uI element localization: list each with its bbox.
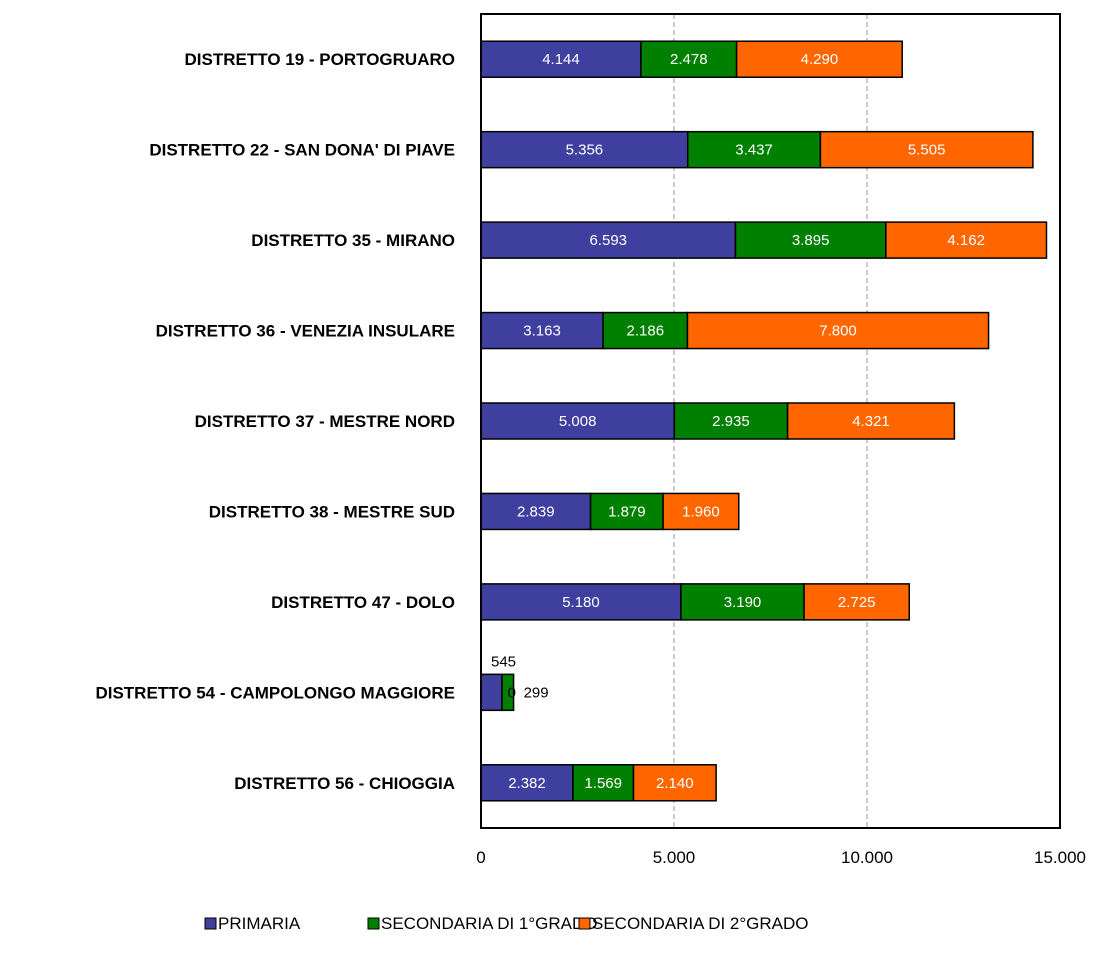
x-tick-label: 15.000	[1034, 848, 1086, 867]
bar-segment	[686, 311, 990, 350]
data-label: 3.163	[523, 323, 561, 340]
legend-swatch	[367, 917, 380, 930]
bar-segment	[501, 673, 515, 712]
data-label: 7.800	[819, 323, 857, 340]
data-label: 5.505	[908, 142, 946, 159]
data-label: 1.960	[682, 503, 720, 520]
category-labels: DISTRETTO 19 - PORTOGRUARO DISTRETTO 22 -…	[95, 50, 455, 793]
bar-segment	[480, 402, 676, 440]
bar-segment	[589, 492, 664, 531]
bar-segment	[734, 221, 887, 259]
bars: 4.144 2.478 4.290 5.356 3.437 5.505 6.593 3.895…	[480, 40, 1048, 802]
category-label: DISTRETTO 19 - PORTOGRUARO	[185, 50, 455, 69]
data-label: 2.725	[838, 594, 876, 611]
bar-segment	[632, 764, 717, 802]
data-label: 2.839	[517, 503, 555, 520]
category-label: DISTRETTO 22 - SAN DONA' DI PIAVE	[149, 141, 455, 160]
x-tick-label: 5.000	[653, 848, 696, 867]
data-label: 2.186	[627, 323, 665, 340]
data-label: 2.478	[670, 51, 708, 68]
data-label: 545	[491, 653, 516, 670]
category-label: DISTRETTO 37 - MESTRE NORD	[195, 412, 455, 431]
bar-segment	[480, 673, 503, 712]
bar-segment	[480, 583, 682, 621]
bar-segment	[686, 130, 822, 169]
category-label: DISTRETTO 36 - VENEZIA INSULARE	[156, 322, 455, 341]
data-label: 3.895	[792, 232, 830, 249]
x-tick-label: 0	[476, 848, 485, 867]
data-label: 4.162	[947, 232, 985, 249]
plot-area-frame	[480, 13, 1061, 829]
bar-segment	[885, 221, 1048, 259]
data-label: 4.144	[542, 51, 580, 68]
data-label: 4.321	[852, 413, 890, 430]
data-label: 3.437	[735, 142, 773, 159]
bar-segment	[680, 583, 805, 621]
data-label: 5.356	[566, 142, 604, 159]
bar-segment	[786, 402, 956, 440]
data-label: 1.569	[584, 775, 622, 792]
bar-segment	[819, 130, 1034, 169]
x-axis-ticks: 0 5.000 10.000 15.000	[476, 848, 1086, 867]
bar-segment	[480, 311, 604, 350]
bar-segment	[673, 402, 789, 440]
category-label: DISTRETTO 38 - MESTRE SUD	[209, 502, 455, 521]
data-label: 2.382	[508, 775, 546, 792]
data-label: 0	[508, 684, 516, 701]
data-label: 5.180	[562, 594, 600, 611]
legend-label: PRIMARIA	[218, 914, 301, 933]
category-label: DISTRETTO 35 - MIRANO	[251, 231, 455, 250]
x-tick-label: 10.000	[841, 848, 893, 867]
data-label: 3.190	[724, 594, 762, 611]
data-label: 299	[524, 684, 549, 701]
data-label: 4.290	[801, 51, 839, 68]
category-label: DISTRETTO 54 - CAMPOLONGO MAGGIORE	[95, 683, 455, 702]
category-label: DISTRETTO 47 - DOLO	[271, 593, 455, 612]
data-label: 6.593	[589, 232, 627, 249]
data-label: 2.935	[712, 413, 750, 430]
data-label: 5.008	[559, 413, 597, 430]
legend-swatch	[578, 917, 591, 930]
category-label: DISTRETTO 56 - CHIOGGIA	[234, 774, 455, 793]
bar-segment	[640, 40, 738, 78]
bar-segment	[662, 492, 740, 531]
legend-swatch	[204, 917, 217, 930]
legend: PRIMARIA SECONDARIA DI 1°GRADOSECONDARIA …	[204, 914, 809, 933]
bar-segment	[803, 583, 911, 621]
bar-segment	[480, 221, 737, 259]
legend-label: SECONDARIA DI 1°GRADO	[381, 914, 598, 933]
legend-label: SECONDARIA DI 2°GRADO	[592, 914, 809, 933]
data-label: 1.879	[608, 503, 646, 520]
data-label: 2.140	[656, 775, 694, 792]
bar-segment	[735, 40, 903, 78]
